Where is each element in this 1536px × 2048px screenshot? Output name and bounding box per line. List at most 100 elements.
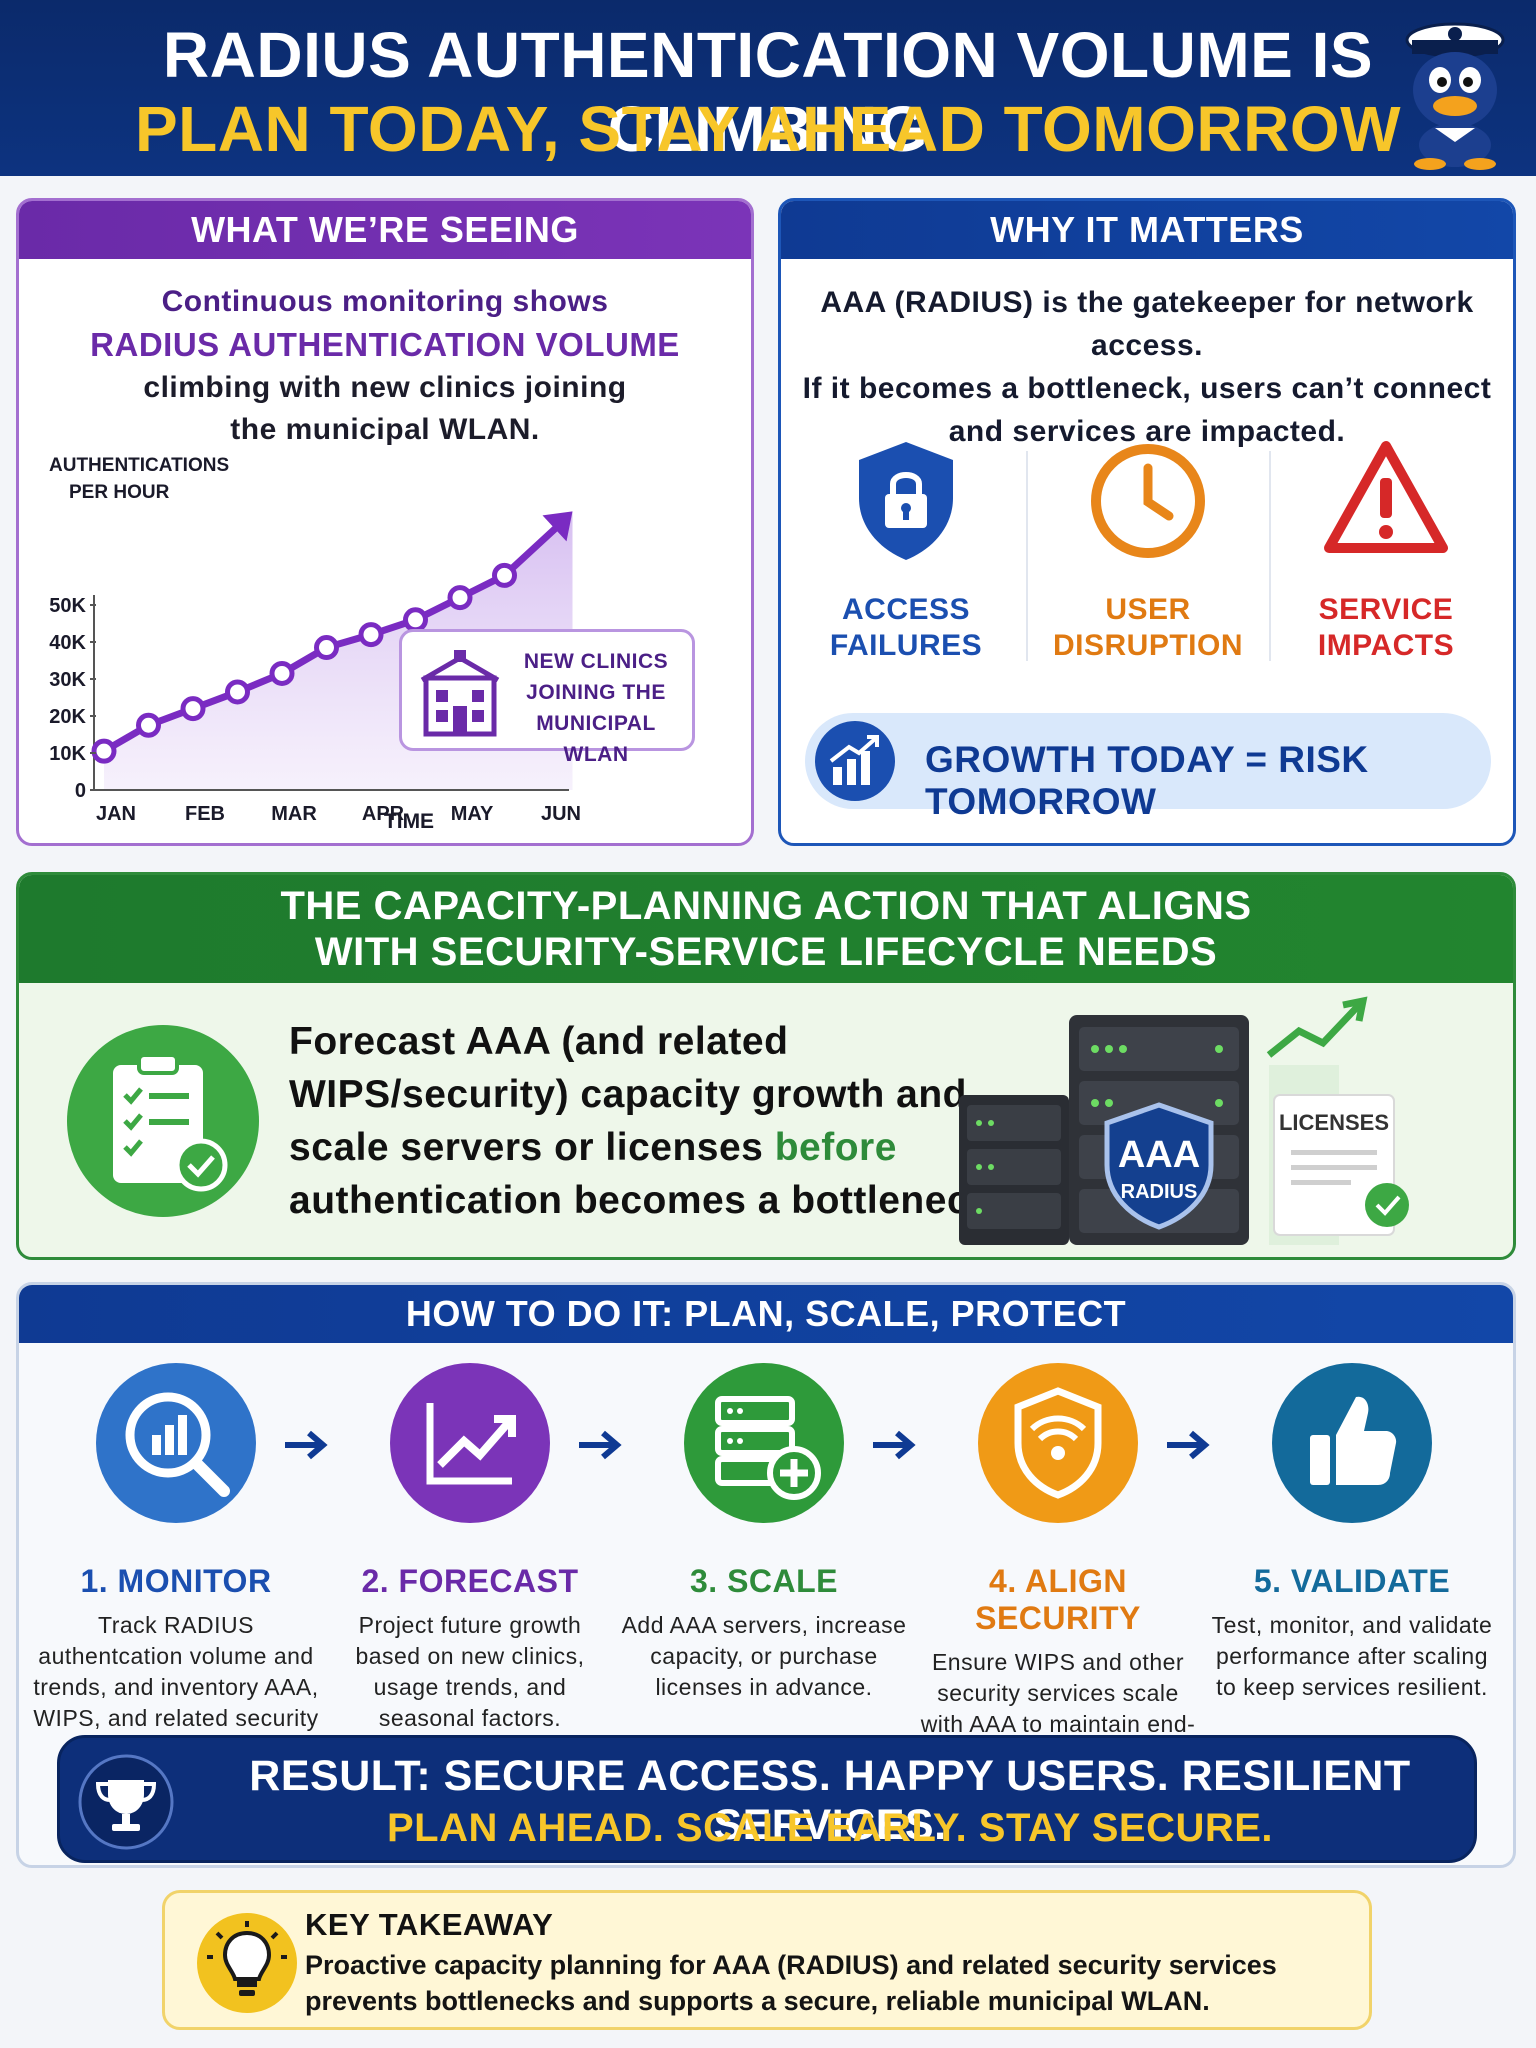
key-takeaway-body: Proactive capacity planning for AAA (RAD… (305, 1950, 1277, 2016)
matters-panel: WHY IT MATTERS AAA (RADIUS) is the gatek… (778, 198, 1516, 846)
callout-line3: MUNICIPAL WLAN (536, 712, 656, 766)
data-point (91, 738, 117, 764)
risk3-line1: SERVICE (1318, 593, 1454, 626)
action-panel: THE CAPACITY-PLANNING ACTION THAT ALIGNS… (16, 872, 1516, 1260)
action-text-part1: Forecast AAA (and related WIPS/security)… (289, 1020, 967, 1169)
step3-title: 3. SCALE (689, 1563, 839, 1599)
y-axis-label-line2: PER HOUR (69, 482, 170, 503)
chart-series (91, 511, 573, 764)
matters-description: AAA (RADIUS) is the gatekeeper for netwo… (781, 281, 1513, 453)
step1-title: 1. MONITOR (80, 1563, 272, 1599)
seeing-line3: climbing with new clinics joining (143, 371, 627, 404)
y-tick-label: 20K (49, 706, 86, 728)
data-point (358, 622, 384, 648)
trophy-icon (78, 1754, 174, 1850)
data-point (492, 562, 517, 588)
matters-heading: WHY IT MATTERS (781, 201, 1513, 259)
checklist-icon (67, 1025, 259, 1217)
action-heading-line1: THE CAPACITY-PLANNING ACTION THAT ALIGNS (280, 884, 1252, 928)
howto-heading: HOW TO DO IT: PLAN, SCALE, PROTECT (19, 1285, 1513, 1343)
step4-title: 4. ALIGN SECURITY (975, 1563, 1141, 1636)
data-point (314, 635, 339, 661)
sailor-duck-mascot-icon (1405, 22, 1505, 170)
y-tick-label: 50K (49, 595, 86, 617)
risk-user-disruption: USER DISRUPTION (1033, 436, 1263, 664)
seeing-panel: WHAT WE’RE SEEING Continuous monitoring … (16, 198, 754, 846)
trend-arrowhead (542, 511, 573, 542)
action-text-part2: authentication becomes a bottleneck. (289, 1179, 1003, 1222)
page-subtitle: PLAN TODAY, STAY AHEAD TOMORROW (134, 93, 1402, 165)
data-point (447, 585, 473, 611)
y-axis-label-line1: AUTHENTICATIONS (49, 455, 229, 476)
seeing-description: Continuous monitoring shows RADIUS AUTHE… (19, 281, 751, 451)
risk3-line2: IMPACTS (1317, 629, 1455, 662)
step-validate: 5. VALIDATE Test, monitor, and validate … (1207, 1363, 1497, 1703)
action-text-before: before (774, 1126, 897, 1169)
data-point (180, 696, 206, 722)
matters-line2: If it becomes a bottleneck, users can’t … (802, 372, 1492, 405)
arrow-right-icon (873, 1430, 916, 1460)
magnifier-chart-icon (96, 1363, 256, 1523)
trend-line-icon (390, 1363, 550, 1523)
seeing-heading: WHAT WE’RE SEEING (19, 201, 751, 259)
arrow-right-icon (579, 1430, 622, 1460)
callout-line1: NEW CLINICS (523, 650, 669, 673)
step-scale: 3. SCALE Add AAA servers, increase capac… (619, 1363, 909, 1703)
risk1-line2: FAILURES (829, 629, 983, 662)
seeing-line2: RADIUS AUTHENTICATION VOLUME (90, 326, 680, 363)
clinic-building-icon (420, 650, 500, 737)
x-tick-label: MAY (451, 803, 494, 825)
data-point (225, 679, 250, 705)
step5-title: 5. VALIDATE (1253, 1563, 1451, 1599)
growth-chart-icon (815, 721, 895, 801)
chart-ticks: 0 10K 20K 30K 40K 50K JAN FEB MAR APR MAY JUN (49, 595, 581, 825)
result-line2: PLAN AHEAD. SCALE EARLY. STAY SECURE. (386, 1806, 1274, 1850)
callout-line2: JOINING THE (526, 681, 666, 704)
step3-description: Add AAA servers, increase capacity, or p… (621, 1612, 907, 1700)
page-title: RADIUS AUTHENTICATION VOLUME IS CLIMBING (162, 19, 1374, 165)
result-line1: RESULT: SECURE ACCESS. HAPPY USERS. RESI… (249, 1752, 1411, 1849)
x-tick-label: APR (362, 803, 405, 825)
y-tick-label: 30K (49, 669, 86, 691)
seeing-line1: Continuous monitoring shows (161, 285, 609, 318)
arrow-right-icon (1167, 1430, 1210, 1460)
new-clinics-callout-box: NEW CLINICS JOINING THE MUNICIPAL WLAN (399, 629, 695, 766)
risk-access-failures: ACCESS FAILURES (791, 436, 1021, 664)
x-tick-label: FEB (185, 803, 225, 825)
y-tick-label: 0 (75, 780, 86, 802)
clock-icon (1091, 444, 1205, 558)
matters-line1: AAA (RADIUS) is the gatekeeper for netwo… (820, 286, 1474, 362)
wifi-shield-icon (978, 1363, 1138, 1523)
action-heading-line2: WITH SECURITY-SERVICE LIFECYCLE NEEDS (314, 930, 1218, 974)
lightbulb-icon (197, 1913, 297, 2013)
header-banner: RADIUS AUTHENTICATION VOLUME IS CLIMBING… (0, 0, 1536, 176)
step2-title: 2. FORECAST (361, 1563, 579, 1599)
server-stack-illustration: AAA RADIUS LICENSES (959, 996, 1409, 1245)
action-heading: THE CAPACITY-PLANNING ACTION THAT ALIGNS… (19, 875, 1513, 983)
y-tick-label: 40K (49, 632, 86, 654)
x-axis-label: TIME (384, 810, 434, 833)
data-point (136, 712, 161, 738)
divider (1269, 451, 1271, 661)
growth-risk-banner: GROWTH TODAY = RISK TOMORROW (805, 713, 1491, 822)
howto-panel: HOW TO DO IT: PLAN, SCALE, PROTECT 1. MO… (16, 1282, 1516, 1868)
x-tick-label: JAN (96, 803, 136, 825)
key-takeaway-box: KEY TAKEAWAY Proactive capacity planning… (162, 1890, 1372, 2030)
risk2-line1: USER (1105, 593, 1191, 626)
x-tick-label: MAR (271, 803, 317, 825)
growth-risk-text: GROWTH TODAY = RISK TOMORROW (925, 739, 1369, 822)
warning-triangle-icon (1324, 441, 1448, 553)
risk2-line2: DISRUPTION (1052, 629, 1243, 662)
data-point (403, 607, 428, 633)
step-monitor: 1. MONITOR Track RADIUS authentcation vo… (31, 1363, 321, 1765)
result-banner: RESULT: SECURE ACCESS. HAPPY USERS. RESI… (57, 1735, 1477, 1863)
risk-service-impacts: SERVICE IMPACTS (1271, 436, 1501, 664)
step2-description: Project future growth based on new clini… (355, 1612, 585, 1731)
step5-description: Test, monitor, and validate performance … (1211, 1612, 1493, 1700)
aaa-shield-title: AAA (1118, 1134, 1200, 1176)
action-description: Forecast AAA (and related WIPS/security)… (289, 1015, 1009, 1227)
data-point (269, 660, 295, 686)
license-label: LICENSES (1279, 1110, 1389, 1135)
y-tick-label: 10K (49, 743, 86, 765)
lock-shield-icon (859, 442, 953, 560)
